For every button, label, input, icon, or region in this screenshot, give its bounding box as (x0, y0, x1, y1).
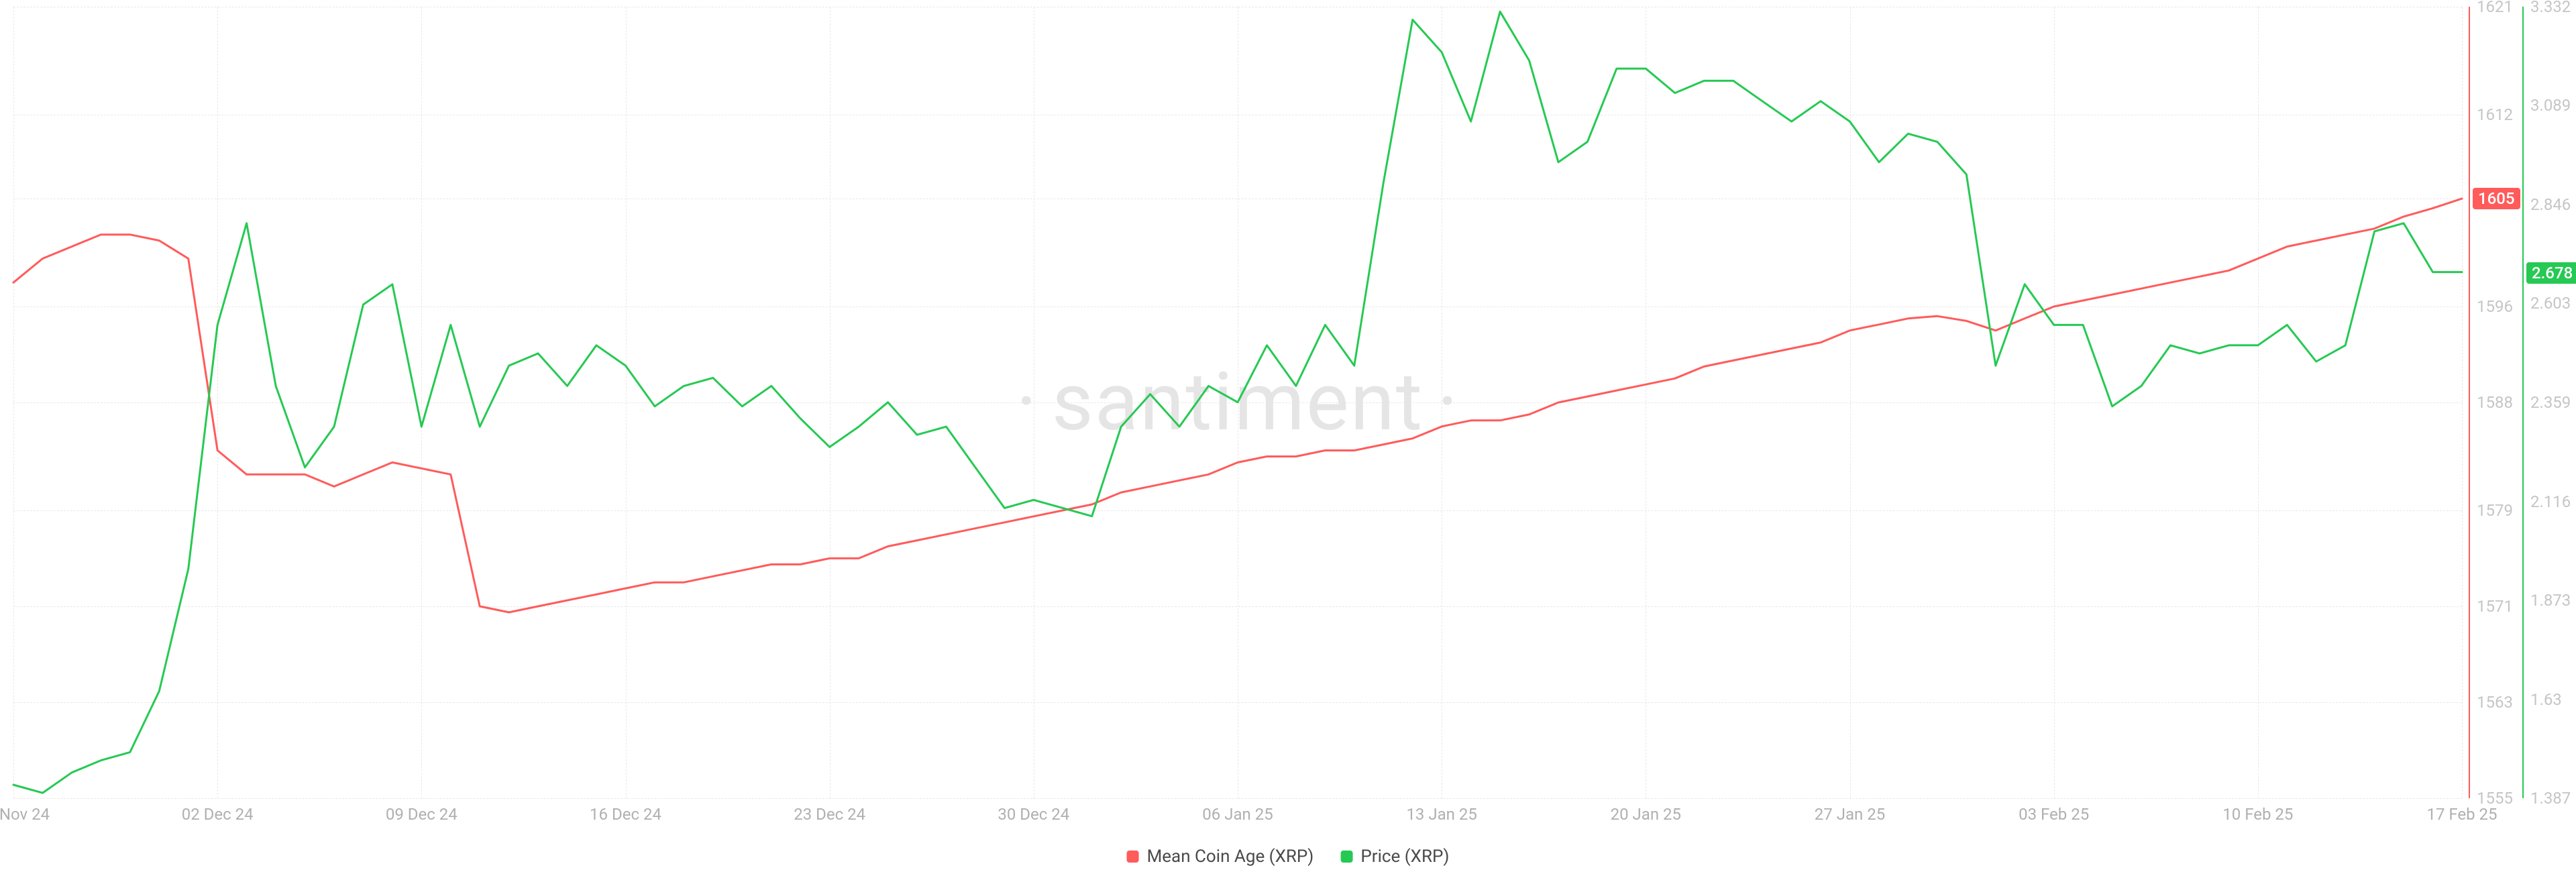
x-tick: 17 Feb 25 (2426, 805, 2497, 824)
legend-label: Price (XRP) (1360, 847, 1449, 867)
y-tick-right: 2.116 (2530, 492, 2571, 511)
chart-lines (13, 7, 2462, 798)
grid-line-h (13, 798, 2462, 799)
value-badge-right: 2.678 (2526, 262, 2576, 284)
legend-marker-icon (1340, 851, 1352, 863)
value-badge-left-text: 1605 (2478, 189, 2515, 208)
y-axis-right-line (2522, 7, 2524, 798)
x-tick: 10 Feb 25 (2222, 805, 2293, 824)
x-tick: 13 Jan 25 (1406, 805, 1477, 824)
legend-item-price[interactable]: Price (XRP) (1340, 847, 1449, 867)
series-line-mean_coin_age (13, 199, 2462, 612)
y-axis-left-line (2469, 7, 2470, 798)
x-tick: 25 Nov 24 (0, 805, 50, 824)
value-badge-left: 1605 (2473, 188, 2520, 209)
y-tick-left: 1596 (2477, 297, 2513, 316)
y-tick-right: 2.359 (2530, 393, 2571, 412)
legend-item-mean-coin-age[interactable]: Mean Coin Age (XRP) (1127, 847, 1314, 867)
legend: Mean Coin Age (XRP) Price (XRP) (1127, 847, 1450, 867)
y-tick-right: 2.603 (2530, 294, 2571, 313)
x-tick: 30 Dec 24 (998, 805, 1069, 824)
x-tick: 09 Dec 24 (386, 805, 458, 824)
plot-area: santiment (13, 7, 2462, 798)
x-tick: 03 Feb 25 (2019, 805, 2089, 824)
y-tick-left: 1612 (2477, 105, 2513, 124)
series-line-price (13, 11, 2462, 793)
y-tick-right: 1.873 (2530, 591, 2571, 610)
legend-marker-icon (1127, 851, 1139, 863)
y-tick-right: 1.387 (2530, 789, 2571, 808)
y-tick-left: 1588 (2477, 393, 2513, 412)
grid-line-v (2462, 7, 2463, 798)
y-tick-right: 2.846 (2530, 195, 2571, 214)
x-tick: 23 Dec 24 (794, 805, 865, 824)
y-tick-right: 3.332 (2530, 0, 2571, 16)
x-tick: 20 Jan 25 (1611, 805, 1681, 824)
x-tick: 16 Dec 24 (590, 805, 661, 824)
y-tick-left: 1563 (2477, 693, 2513, 712)
y-tick-left: 1621 (2477, 0, 2513, 16)
x-tick: 06 Jan 25 (1202, 805, 1273, 824)
legend-label: Mean Coin Age (XRP) (1147, 847, 1314, 867)
y-tick-left: 1571 (2477, 597, 2513, 616)
chart-container: santiment 155515631571157915881596160516… (0, 0, 2576, 872)
y-tick-right: 1.63 (2530, 690, 2562, 709)
y-tick-right: 3.089 (2530, 96, 2571, 115)
x-tick: 27 Jan 25 (1815, 805, 1885, 824)
x-tick: 02 Dec 24 (182, 805, 254, 824)
value-badge-right-text: 2.678 (2532, 264, 2573, 282)
y-tick-left: 1579 (2477, 501, 2513, 520)
